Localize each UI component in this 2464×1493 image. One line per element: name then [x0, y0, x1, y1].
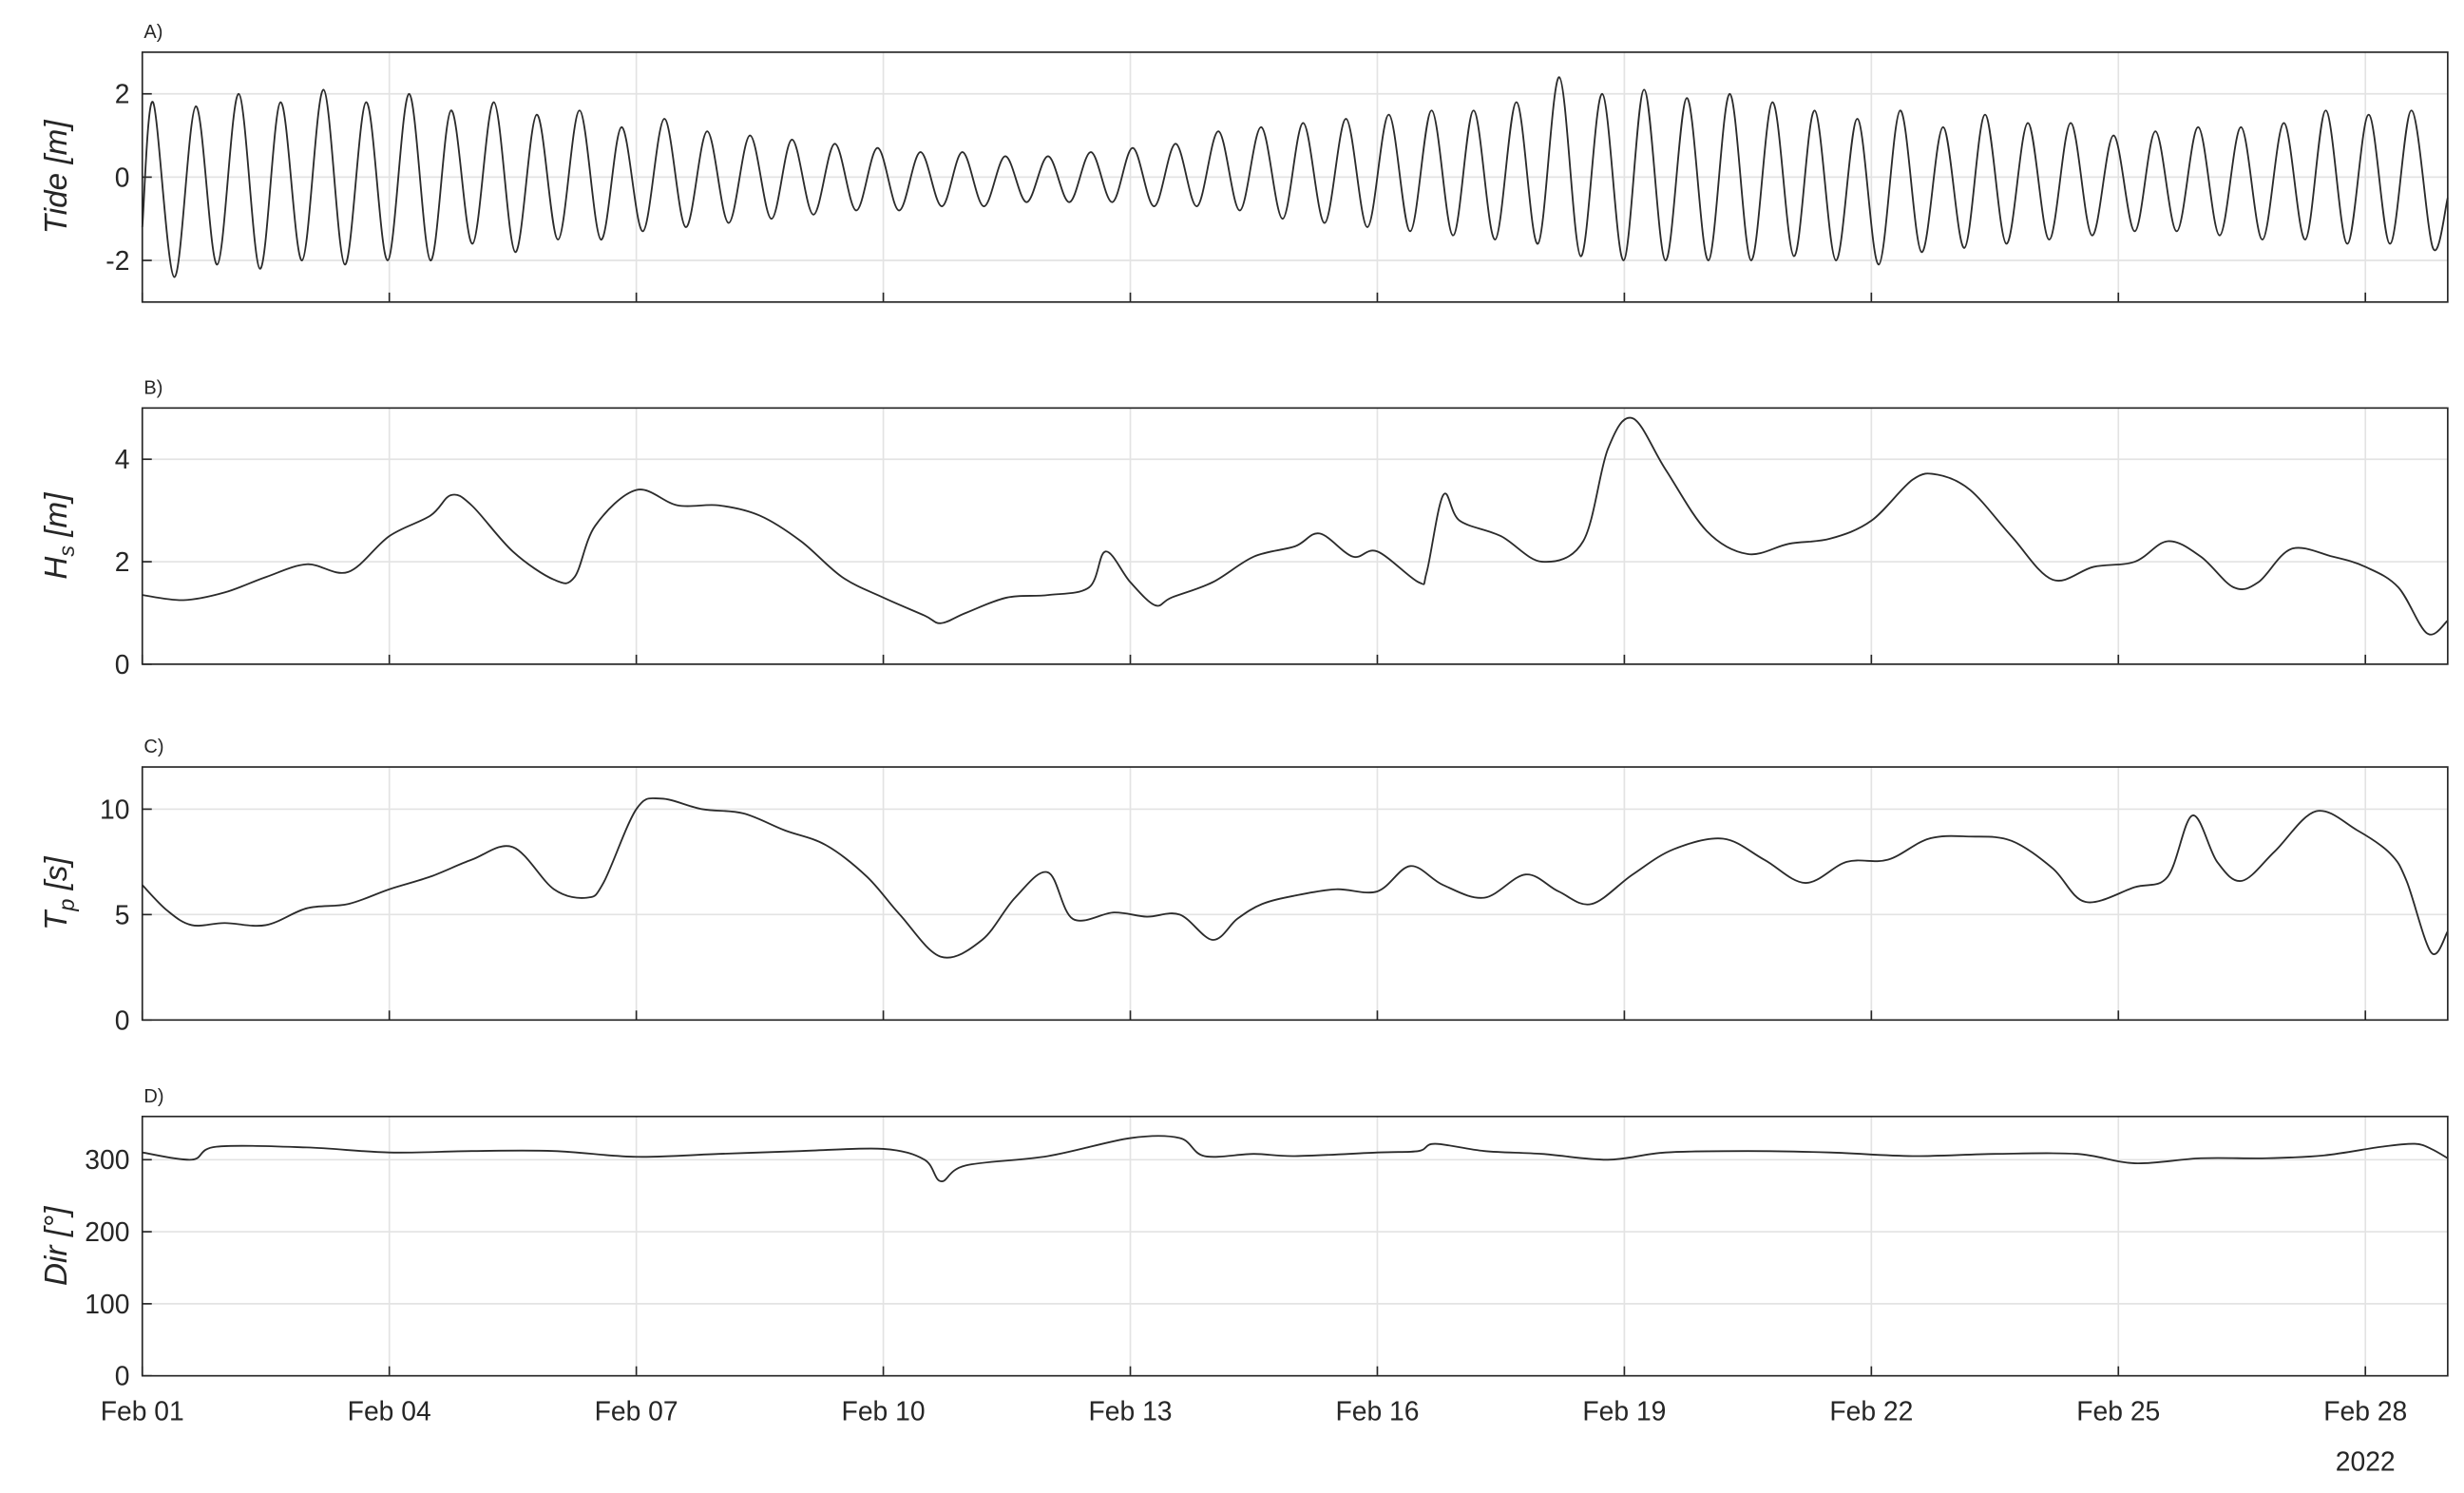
data-line [142, 1135, 2449, 1182]
y-axis-label: Hs [m] [39, 492, 79, 580]
y-axis-label-part: H [39, 556, 74, 580]
y-axis-label-part: Tide [m] [39, 120, 74, 235]
x-tick-label: Feb 16 [1335, 1395, 1419, 1426]
y-tick-label: 0 [115, 1361, 130, 1391]
y-tick-label: 0 [115, 162, 130, 192]
y-tick-label: -2 [105, 245, 129, 276]
y-tick-label: 4 [115, 444, 130, 474]
x-tick-label: Feb 19 [1582, 1395, 1666, 1426]
y-axis-label: Tide [m] [39, 120, 74, 235]
y-axis-label-part: Dir [°] [39, 1206, 74, 1286]
panel-label: C) [143, 737, 163, 757]
panel-label: A) [143, 22, 162, 43]
data-line [142, 797, 2449, 959]
y-tick-label: 2 [115, 79, 130, 109]
y-axis-label-part: [s] [39, 856, 74, 899]
axes-box [141, 766, 2449, 1022]
x-tick-label: Feb 07 [595, 1395, 678, 1426]
y-axis-label: Dir [°] [39, 1206, 74, 1286]
data-line [141, 76, 2449, 278]
y-tick-label: 2 [115, 546, 130, 577]
data-line [142, 416, 2449, 636]
axes-box [141, 51, 2449, 303]
y-tick-label: 100 [85, 1289, 129, 1319]
x-tick-label: Feb 22 [1829, 1395, 1913, 1426]
y-axis-label-part: s [54, 546, 79, 557]
y-axis-label-part: T [39, 909, 74, 930]
x-tick-label: Feb 25 [2076, 1395, 2160, 1426]
y-tick-label: 0 [115, 1005, 130, 1035]
y-tick-label: 5 [115, 899, 130, 929]
x-tick-label: Feb 10 [842, 1395, 926, 1426]
y-tick-label: 10 [100, 794, 129, 824]
y-axis-label: Tp [s] [39, 856, 79, 930]
y-axis-label-part: [m] [39, 492, 74, 546]
x-tick-label: Feb 28 [2323, 1395, 2407, 1426]
plot-area [142, 767, 2448, 1021]
panel: Feb 01 Feb 04 Feb 07 Feb 10 Feb 13 Feb 16 Feb … [39, 1086, 2449, 1477]
x-tick-label: Feb 01 [101, 1395, 184, 1426]
axes-box [141, 407, 2449, 665]
y-tick-label: 300 [85, 1144, 129, 1175]
x-tick-label: Feb 13 [1089, 1395, 1173, 1426]
x-tick-label: Feb 04 [348, 1395, 431, 1426]
panel-label: D) [143, 1086, 163, 1107]
y-tick-label: 200 [85, 1216, 129, 1247]
panel-label: B) [143, 377, 162, 398]
panel: 0 2 4 B) Hs [m] [39, 377, 2449, 680]
y-axis-label-part: p [54, 899, 79, 912]
year-annotation: 2022 [2336, 1446, 2396, 1477]
panel: 0 5 10 C) Tp [s] [39, 737, 2449, 1035]
panel: -2 0 2 A) Tide [m] [39, 22, 2449, 303]
plot-area [142, 408, 2448, 664]
axes-box [141, 1115, 2449, 1377]
y-tick-label: 0 [115, 649, 130, 680]
